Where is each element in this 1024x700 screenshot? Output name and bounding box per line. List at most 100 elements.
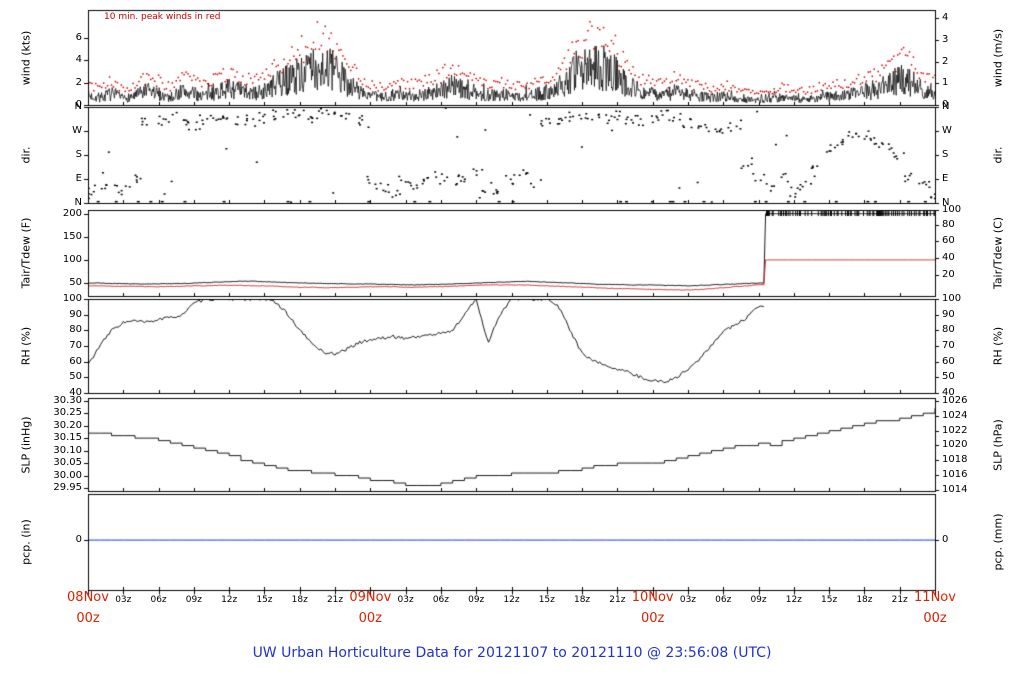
temp-left-axis-title: Tair/Tdew (F) <box>19 217 33 289</box>
y-tick-label-right: 0 <box>942 99 949 110</box>
y-tick-label-right: 1016 <box>942 468 968 480</box>
wind-left-axis-title: wind (kts) <box>19 30 33 85</box>
y-tick-label-left: 100 <box>62 253 82 265</box>
x-hour-label: 00z <box>76 611 100 626</box>
y-tick-label-left: 30.15 <box>53 432 82 444</box>
y-tick-label-left: 0 <box>75 534 82 546</box>
y-tick-label-right: 1 <box>942 77 949 89</box>
temp-right-axis-title: Tair/Tdew (C) <box>991 216 1005 290</box>
chart-title: UW Urban Horticulture Data for 20121107 … <box>252 645 772 661</box>
y-tick-label-right: 1014 <box>942 483 968 495</box>
y-tick-label-right: 60 <box>942 355 955 367</box>
y-tick-label-left: 150 <box>62 230 82 242</box>
dir-right-axis-title: dir. <box>991 146 1005 164</box>
y-tick-label-right: 60 <box>942 235 955 247</box>
x-date-label: 10Nov <box>631 590 674 605</box>
x-minor-tick-label: 06z <box>150 595 167 605</box>
y-tick-label-right: 40 <box>942 252 955 264</box>
x-minor-tick-label: 06z <box>715 595 732 605</box>
x-minor-tick-label: 15z <box>821 595 838 605</box>
y-tick-label-right: 3 <box>942 33 949 45</box>
y-tick-label-left: 30.10 <box>53 444 82 456</box>
y-tick-label-left: N <box>74 197 82 208</box>
x-minor-tick-label: 12z <box>785 595 802 605</box>
peak-winds-note: 10 min. peak winds in red <box>104 12 221 22</box>
y-tick-label-left: 29.95 <box>53 482 82 493</box>
y-tick-label-left: 30.20 <box>53 419 82 431</box>
x-minor-tick-label: 18z <box>856 595 873 605</box>
y-tick-label-left: 30.30 <box>53 394 82 406</box>
y-tick-label-right: 0 <box>942 534 949 546</box>
x-minor-tick-label: 03z <box>115 595 132 605</box>
y-tick-label-left: E <box>75 173 82 184</box>
x-minor-tick-label: 06z <box>432 595 449 605</box>
x-minor-tick-label: 18z <box>573 595 591 605</box>
y-tick-label-right: 2 <box>942 55 949 67</box>
x-minor-tick-label: 21z <box>891 595 908 605</box>
y-tick-label-left: 50 <box>69 371 82 383</box>
x-date-label: 08Nov <box>67 590 109 605</box>
x-minor-tick-label: 03z <box>679 595 697 605</box>
slp-left-axis-title: SLP (inHg) <box>19 415 33 474</box>
y-tick-label-left: 100 <box>62 293 82 304</box>
y-tick-label-right: 40 <box>942 387 955 398</box>
y-tick-label-right: S <box>942 149 949 160</box>
y-tick-label-right: 80 <box>942 324 955 336</box>
x-hour-label: 00z <box>358 611 383 626</box>
y-tick-label-left: 30.00 <box>53 469 82 481</box>
y-tick-label-left: S <box>75 149 82 160</box>
y-tick-label-left: 200 <box>62 207 82 219</box>
y-tick-label-right: 1020 <box>942 439 968 451</box>
y-tick-label-left: 6 <box>75 31 82 43</box>
y-tick-label-right: 1026 <box>942 395 968 407</box>
x-minor-tick-label: 18z <box>291 595 308 605</box>
x-date-label: 11Nov <box>914 590 956 605</box>
x-minor-tick-label: 21z <box>609 595 626 605</box>
y-tick-label-left: 30.05 <box>53 457 82 469</box>
rh-left-axis-title: RH (%) <box>19 326 33 366</box>
slp-right-axis-title: SLP (hPa) <box>991 418 1005 471</box>
x-minor-tick-label: 15z <box>256 595 273 605</box>
y-tick-label-left: 30.25 <box>53 407 82 419</box>
y-tick-label-left: 40 <box>69 387 82 398</box>
y-tick-label-right: E <box>942 173 949 184</box>
x-minor-tick-label: 15z <box>538 595 555 605</box>
pcp-right-axis-title: pcp. (mm) <box>991 513 1005 571</box>
x-minor-tick-label: 09z <box>750 595 767 605</box>
y-tick-label-right: 100 <box>942 204 962 216</box>
y-tick-label-right: 50 <box>942 371 955 383</box>
y-tick-label-left: 50 <box>69 277 82 289</box>
y-tick-label-left: 0 <box>75 99 82 110</box>
x-minor-tick-label: 21z <box>326 595 344 605</box>
y-tick-label-right: 80 <box>942 218 955 230</box>
x-minor-tick-label: 12z <box>503 595 520 605</box>
y-tick-label-right: N <box>942 101 950 112</box>
y-tick-label-left: 90 <box>69 308 82 320</box>
y-tick-label-right: 4 <box>942 12 949 24</box>
x-hour-label: 00z <box>640 611 665 626</box>
x-minor-tick-label: 09z <box>185 595 202 605</box>
y-tick-label-left: 80 <box>69 324 82 336</box>
y-tick-label-right: 1022 <box>942 424 968 436</box>
y-tick-label-left: N <box>74 101 82 112</box>
x-minor-tick-label: 12z <box>221 595 238 605</box>
x-date-label: 09Nov <box>349 590 392 605</box>
y-tick-label-right: 1018 <box>942 454 968 466</box>
x-hour-label: 00z <box>923 611 947 626</box>
dir-left-axis-title: dir. <box>19 146 33 164</box>
y-tick-label-right: 70 <box>942 340 955 351</box>
x-minor-tick-label: 03z <box>397 595 414 605</box>
y-tick-label-left: 4 <box>75 54 82 66</box>
y-tick-label-right: 100 <box>942 293 962 304</box>
y-tick-label-right: W <box>942 125 952 136</box>
y-tick-label-left: 60 <box>69 355 82 367</box>
y-tick-label-left: 2 <box>75 76 82 88</box>
x-minor-tick-label: 09z <box>468 595 485 605</box>
y-tick-label-right: 1024 <box>942 409 968 421</box>
wind-right-axis-title: wind (m/s) <box>991 28 1005 87</box>
y-tick-label-right: 90 <box>942 308 955 320</box>
pcp-left-axis-title: pcp. (in) <box>19 519 33 565</box>
y-tick-label-right: N <box>942 197 950 208</box>
